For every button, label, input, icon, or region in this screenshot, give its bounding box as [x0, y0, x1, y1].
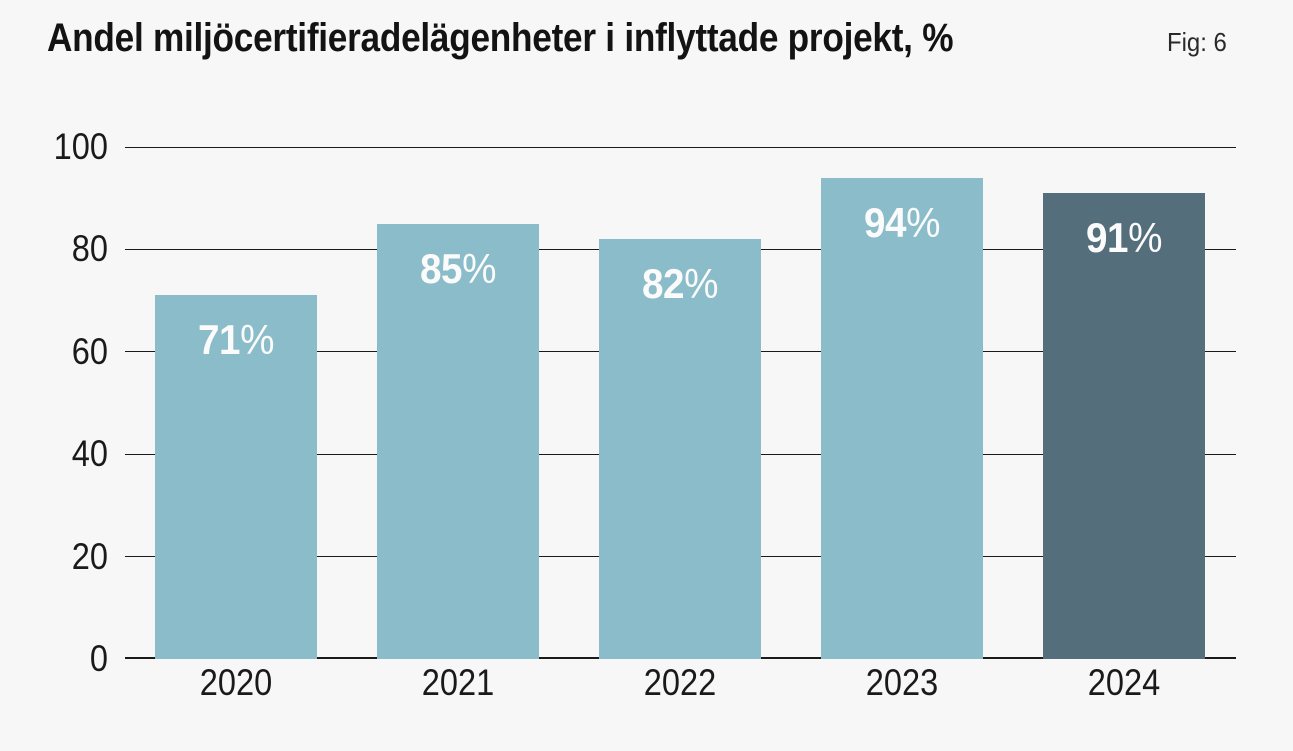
bar-value-label-2024: 91%	[1049, 217, 1198, 259]
bar-value-label-2022: 82%	[605, 263, 754, 305]
bar-value-label-2023: 94%	[827, 198, 976, 246]
bar-value-number: 85	[420, 244, 463, 292]
y-tick-label-80: 80	[71, 228, 108, 270]
bar-value-number: 71	[198, 316, 241, 364]
x-tick-label-2023: 2023	[865, 662, 939, 703]
bar-2021: 85%	[377, 223, 539, 659]
y-tick-label-40: 40	[71, 433, 108, 475]
bar-value-percent-sign: %	[1128, 214, 1162, 262]
bar-2023: 94%	[821, 177, 983, 659]
x-tick-label-2021: 2021	[421, 662, 495, 703]
figure-number-label: Fig: 6	[1167, 27, 1227, 57]
bar-value-label-2021: 85%	[383, 244, 532, 292]
y-tick-label-20: 20	[71, 535, 108, 577]
y-tick-label-100: 100	[53, 126, 108, 167]
plot-area: 71% 85% 82% 94% 91%	[125, 146, 1236, 659]
bar-value-percent-sign: %	[240, 316, 274, 364]
x-axis-tick-labels: 2020 2021 2022 2023 2024	[0, 663, 1293, 711]
bar-value-number: 82	[642, 260, 685, 308]
x-tick-label-2024: 2024	[1087, 662, 1161, 703]
bar-2024: 91%	[1043, 193, 1205, 659]
x-tick-label-2022: 2022	[643, 662, 717, 703]
gridline-100	[125, 146, 1236, 148]
bar-value-percent-sign: %	[462, 244, 496, 292]
y-axis-tick-labels: 0 20 40 60 80 100	[0, 128, 108, 678]
bar-2022: 82%	[599, 239, 761, 659]
bar-value-number: 91	[1086, 214, 1129, 262]
y-tick-label-60: 60	[71, 330, 108, 372]
y-tick-label-0: 0	[89, 638, 108, 679]
bar-value-percent-sign: %	[684, 260, 718, 308]
bar-2020: 71%	[155, 295, 317, 659]
x-tick-label-2020: 2020	[199, 662, 273, 703]
chart-title: Andel miljöcertifieradelägenheter i infl…	[47, 16, 954, 60]
bar-value-label-2020: 71%	[161, 319, 310, 361]
bar-value-percent-sign: %	[906, 198, 940, 246]
bar-value-number: 94	[864, 198, 907, 246]
